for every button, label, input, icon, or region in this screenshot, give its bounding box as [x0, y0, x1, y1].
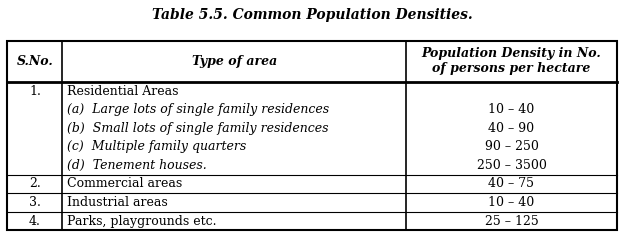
Text: Parks, playgrounds etc.: Parks, playgrounds etc. [67, 215, 216, 227]
Bar [7, 41, 617, 230]
Text: (c)  Multiple family quarters: (c) Multiple family quarters [67, 140, 246, 153]
Text: (a)  Large lots of single family residences: (a) Large lots of single family residenc… [67, 103, 329, 116]
Text: 90 – 250: 90 – 250 [484, 140, 539, 153]
Text: 25 – 125: 25 – 125 [485, 215, 539, 227]
Text: Industrial areas: Industrial areas [67, 196, 167, 209]
Text: 10 – 40: 10 – 40 [489, 196, 535, 209]
Text: Type of area: Type of area [192, 55, 277, 68]
Text: Commercial areas: Commercial areas [67, 177, 182, 190]
Text: (d)  Tenement houses.: (d) Tenement houses. [67, 159, 207, 172]
Text: Table 5.5. Common Population Densities.: Table 5.5. Common Population Densities. [152, 8, 472, 22]
Text: 4.: 4. [29, 215, 41, 227]
Text: 3.: 3. [29, 196, 41, 209]
Text: Residential Areas: Residential Areas [67, 85, 178, 98]
Text: 1.: 1. [29, 85, 41, 98]
Text: (b)  Small lots of single family residences: (b) Small lots of single family residenc… [67, 122, 328, 135]
Text: Population Density in No.
of persons per hectare: Population Density in No. of persons per… [422, 47, 602, 75]
Text: S.No.: S.No. [16, 55, 53, 68]
Text: 40 – 90: 40 – 90 [489, 122, 535, 135]
Text: 2.: 2. [29, 177, 41, 190]
Text: 40 – 75: 40 – 75 [489, 177, 534, 190]
Text: 250 – 3500: 250 – 3500 [477, 159, 547, 172]
Text: 10 – 40: 10 – 40 [489, 103, 535, 116]
